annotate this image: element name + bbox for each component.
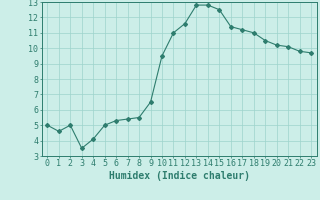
X-axis label: Humidex (Indice chaleur): Humidex (Indice chaleur) (109, 171, 250, 181)
